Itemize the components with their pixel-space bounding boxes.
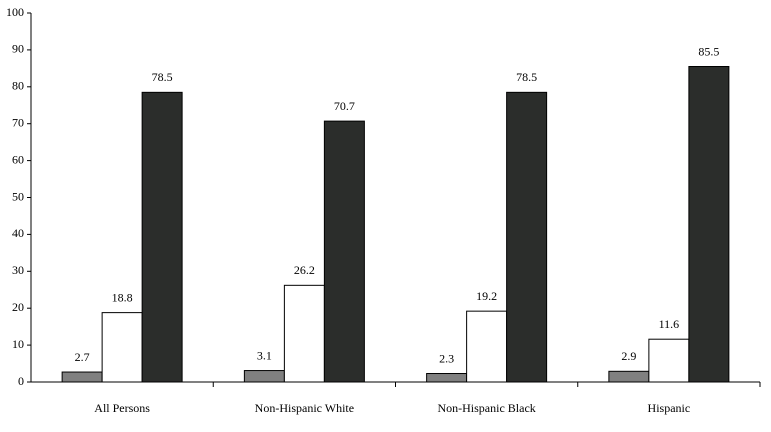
- bar: [243, 370, 285, 383]
- x-tick-label: All Persons: [94, 401, 150, 415]
- y-tick-label: 50: [12, 189, 24, 203]
- bar: [101, 312, 143, 383]
- data-label: 70.7: [334, 99, 355, 113]
- bar: [466, 310, 508, 383]
- bar: [688, 66, 730, 383]
- bar: [141, 91, 183, 383]
- bar: [426, 373, 468, 383]
- bar: [506, 91, 548, 383]
- y-tick-label: 60: [12, 152, 24, 166]
- x-tick-label: Non-Hispanic Black: [437, 401, 535, 415]
- data-label: 2.3: [439, 351, 454, 365]
- y-tick-label: 100: [6, 5, 24, 19]
- y-tick-label: 40: [12, 226, 24, 240]
- bar: [648, 338, 690, 383]
- data-label: 3.1: [257, 348, 272, 362]
- bar: [61, 371, 103, 383]
- y-tick-label: 20: [12, 300, 24, 314]
- y-tick-label: 70: [12, 115, 24, 129]
- data-label: 2.7: [75, 350, 90, 364]
- data-label: 85.5: [698, 44, 719, 58]
- bar: [608, 370, 650, 383]
- data-label: 18.8: [112, 290, 133, 304]
- y-tick-label: 10: [12, 337, 24, 351]
- data-label: 19.2: [476, 289, 497, 303]
- bar: [323, 120, 365, 383]
- x-tick-label: Non-Hispanic White: [255, 401, 354, 415]
- y-tick-label: 90: [12, 42, 24, 56]
- data-label: 78.5: [516, 70, 537, 84]
- y-tick-label: 30: [12, 263, 24, 277]
- data-label: 2.9: [621, 349, 636, 363]
- y-tick-label: 80: [12, 79, 24, 93]
- data-label: 26.2: [294, 263, 315, 277]
- data-label: 78.5: [152, 70, 173, 84]
- y-tick-label: 0: [18, 374, 24, 388]
- bar: [283, 284, 325, 383]
- x-tick-label: Hispanic: [648, 401, 691, 415]
- data-label: 11.6: [659, 317, 680, 331]
